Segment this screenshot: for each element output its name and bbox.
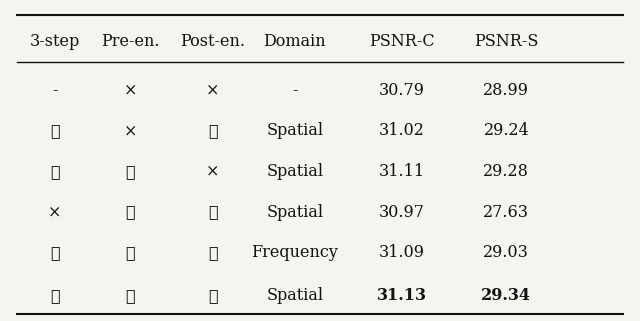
Text: ✓: ✓	[125, 204, 135, 221]
Text: ×: ×	[48, 204, 61, 221]
Text: 29.34: 29.34	[481, 287, 531, 304]
Text: ×: ×	[206, 163, 220, 180]
Text: 27.63: 27.63	[483, 204, 529, 221]
Text: Domain: Domain	[264, 33, 326, 50]
Text: 30.79: 30.79	[379, 82, 425, 99]
Text: Pre-en.: Pre-en.	[101, 33, 160, 50]
Text: 31.02: 31.02	[379, 122, 425, 139]
Text: 29.24: 29.24	[483, 122, 529, 139]
Text: ✓: ✓	[125, 163, 135, 180]
Text: -: -	[292, 82, 298, 99]
Text: ×: ×	[124, 82, 137, 99]
Text: Spatial: Spatial	[266, 163, 323, 180]
Text: 29.03: 29.03	[483, 244, 529, 261]
Text: ✓: ✓	[50, 163, 60, 180]
Text: ✓: ✓	[208, 122, 218, 139]
Text: Spatial: Spatial	[266, 122, 323, 139]
Text: 29.28: 29.28	[483, 163, 529, 180]
Text: Spatial: Spatial	[266, 204, 323, 221]
Text: ✓: ✓	[208, 204, 218, 221]
Text: -: -	[52, 82, 58, 99]
Text: 28.99: 28.99	[483, 82, 529, 99]
Text: 31.11: 31.11	[379, 163, 425, 180]
Text: ✓: ✓	[50, 287, 60, 304]
Text: PSNR-C: PSNR-C	[369, 33, 435, 50]
Text: ×: ×	[206, 82, 220, 99]
Text: Frequency: Frequency	[252, 244, 338, 261]
Text: ✓: ✓	[50, 244, 60, 261]
Text: ✓: ✓	[125, 287, 135, 304]
Text: 31.13: 31.13	[377, 287, 427, 304]
Text: ✓: ✓	[208, 287, 218, 304]
Text: ✓: ✓	[125, 244, 135, 261]
Text: Spatial: Spatial	[266, 287, 323, 304]
Text: ✓: ✓	[208, 244, 218, 261]
Text: ✓: ✓	[50, 122, 60, 139]
Text: Post-en.: Post-en.	[180, 33, 245, 50]
Text: 31.09: 31.09	[379, 244, 425, 261]
Text: 3-step: 3-step	[29, 33, 80, 50]
Text: 30.97: 30.97	[379, 204, 425, 221]
Text: ×: ×	[124, 122, 137, 139]
Text: PSNR-S: PSNR-S	[474, 33, 538, 50]
